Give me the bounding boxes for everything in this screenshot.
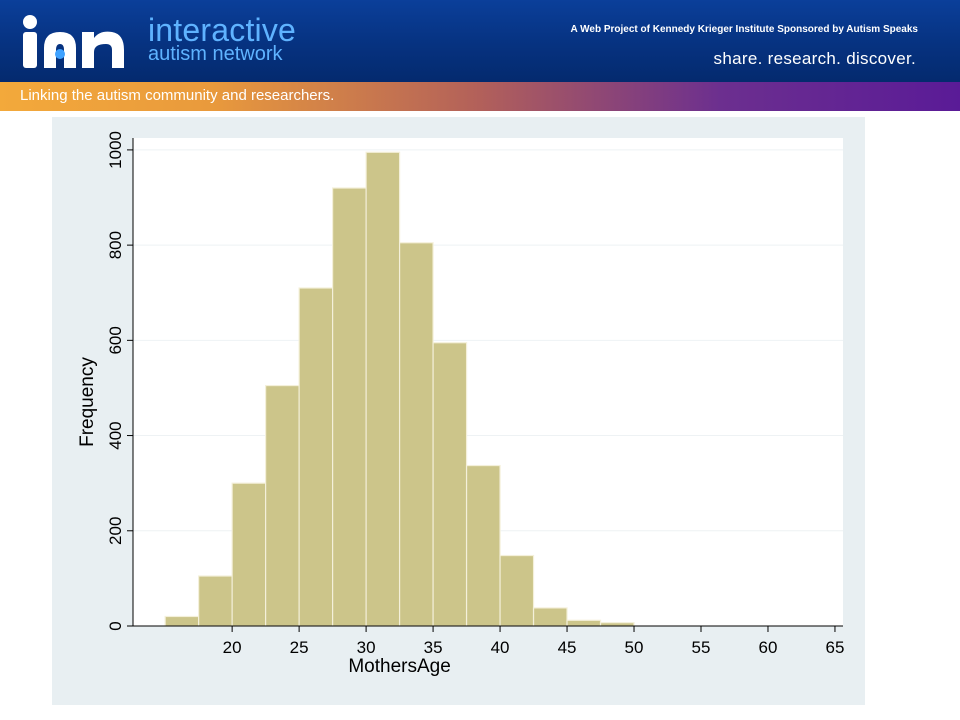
histogram-bar: [432, 342, 468, 627]
y-tick-label: 0: [106, 621, 125, 630]
histogram-bar: [398, 242, 434, 627]
y-axis-title: Frequency: [77, 357, 98, 447]
histogram-bar: [265, 384, 300, 627]
y-tick-label: 800: [106, 231, 125, 259]
sponsor-text: A Web Project of Kennedy Krieger Institu…: [570, 24, 918, 35]
y-tick-label: 1000: [106, 131, 125, 169]
axis-labels: MothersAge Frequency: [77, 357, 451, 677]
chart-panel: 20 25 30 35 40 45 50 55 60 65 0 200 400 600 800 1000 Mo…: [52, 117, 865, 705]
y-tick-label: 400: [106, 421, 125, 449]
bars: [164, 151, 635, 627]
x-tick-label: 25: [290, 638, 309, 657]
x-tick-label: 30: [357, 638, 376, 657]
histogram-bar: [332, 187, 367, 627]
brand-line-2: autism network: [148, 43, 283, 65]
histogram-bar: [365, 151, 401, 627]
histogram-bar: [231, 482, 267, 627]
brand-line-1: interactive: [148, 12, 297, 48]
x-tick-label: 55: [692, 638, 711, 657]
histogram-chart: 20 25 30 35 40 45 50 55 60 65 0 200 400 600 800 1000 Mo…: [77, 131, 844, 677]
histogram-bar: [198, 575, 233, 627]
histogram-bar: [499, 554, 535, 627]
x-tick-label: 50: [625, 638, 644, 657]
x-tick-label: 20: [223, 638, 242, 657]
histogram-bar: [164, 615, 200, 627]
y-tick-label: 200: [106, 517, 125, 545]
banner-strip: [0, 82, 960, 111]
ian-logo-icon: [23, 15, 124, 69]
site-header: interactive autism network A Web Project…: [0, 0, 960, 82]
banner-strip-text: Linking the autism community and researc…: [20, 87, 335, 104]
axes: 20 25 30 35 40 45 50 55 60 65 0 200 400 600 800 1000: [106, 131, 844, 657]
x-tick-label: 60: [759, 638, 778, 657]
x-tick-label: 65: [826, 638, 845, 657]
tagline: share. research. discover.: [713, 49, 916, 68]
histogram-bar: [465, 464, 501, 627]
y-tick-label: 600: [106, 326, 125, 354]
x-tick-label: 40: [491, 638, 510, 657]
histogram-bar: [566, 619, 602, 627]
histogram-bar: [532, 607, 568, 627]
x-tick-label: 35: [424, 638, 443, 657]
x-axis-title: MothersAge: [348, 656, 450, 677]
x-tick-label: 45: [558, 638, 577, 657]
histogram-bar: [298, 287, 334, 627]
